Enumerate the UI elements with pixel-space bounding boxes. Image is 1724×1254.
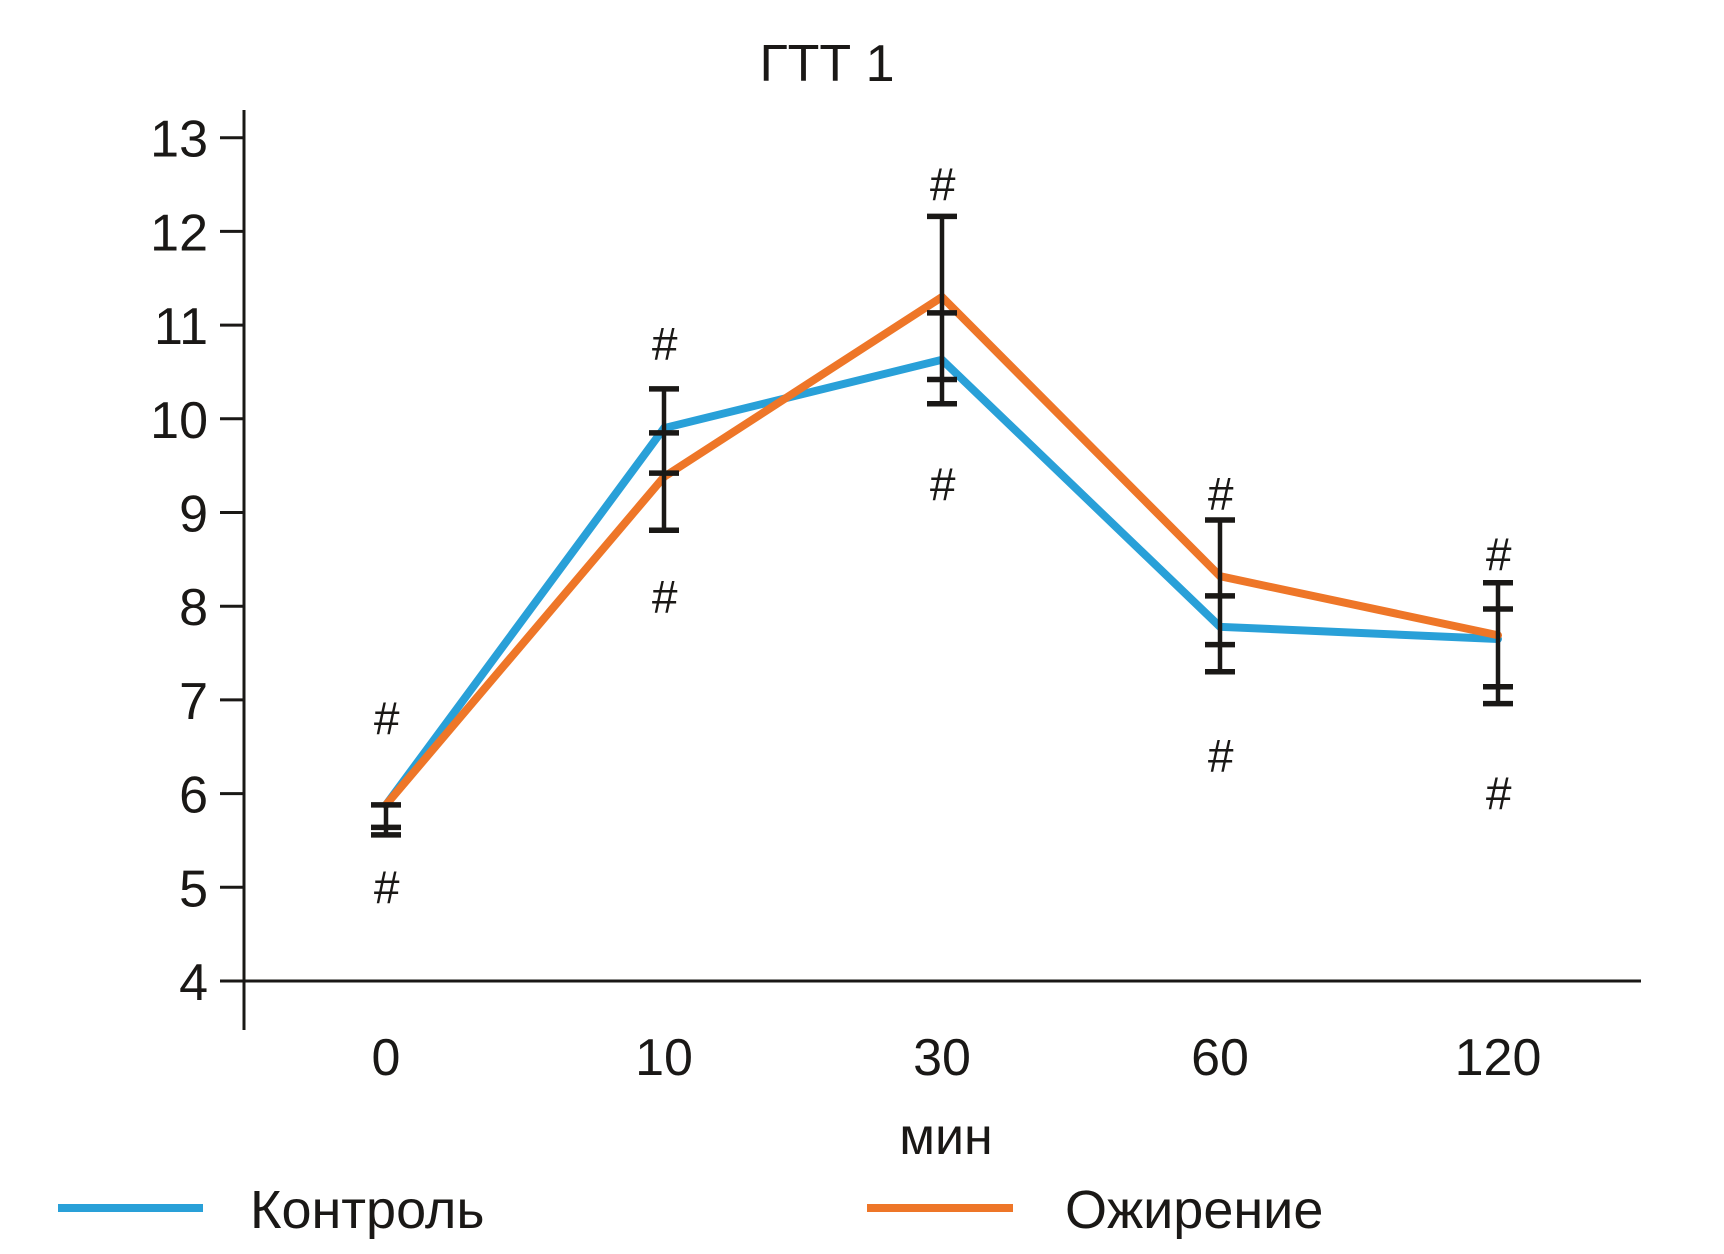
significance-marker: #	[1485, 529, 1512, 581]
y-tick-label: 6	[179, 767, 208, 825]
significance-marker: #	[1207, 730, 1234, 782]
legend-label-control: Контроль	[250, 1180, 485, 1240]
y-tick-label: 10	[150, 392, 208, 450]
significance-marker: #	[651, 318, 678, 370]
y-tick-label: 11	[154, 298, 208, 356]
error-bar-10	[649, 386, 679, 534]
y-ticks: 4 5 6 7 8 9 10 11 12 13	[150, 111, 244, 1012]
legend-label-obesity: Ожирение	[1065, 1180, 1323, 1240]
significance-markers: # # # # # # # # # #	[373, 159, 1512, 914]
significance-marker: #	[1207, 468, 1234, 520]
chart-title: ГТТ 1	[759, 35, 894, 93]
legend: Контроль Ожирение	[58, 1180, 1323, 1240]
x-axis-label: мин	[899, 1108, 993, 1166]
series-line-control	[382, 355, 1502, 809]
error-bars	[371, 213, 1513, 838]
y-tick-label: 5	[179, 860, 208, 918]
error-bar-0	[371, 802, 401, 838]
significance-marker: #	[1485, 768, 1512, 820]
y-tick-label: 7	[179, 673, 208, 731]
significance-marker: #	[929, 159, 956, 211]
y-tick-label: 12	[150, 204, 208, 262]
significance-marker: #	[373, 693, 400, 745]
x-ticks: 0 10 30 60 120	[372, 1029, 1542, 1087]
y-tick-label: 4	[179, 954, 208, 1012]
x-tick-label: 30	[913, 1029, 971, 1087]
x-tick-label: 60	[1191, 1029, 1249, 1087]
y-tick-label: 13	[150, 111, 208, 169]
error-bar-30	[927, 213, 957, 407]
x-tick-label: 10	[635, 1029, 693, 1087]
legend-item-control: Контроль	[58, 1180, 485, 1240]
x-tick-label: 0	[372, 1029, 401, 1087]
legend-item-obesity: Ожирение	[867, 1180, 1323, 1240]
y-tick-label: 8	[179, 579, 208, 637]
error-bar-120	[1483, 580, 1513, 707]
axes	[242, 110, 1641, 1030]
error-bar-60	[1205, 517, 1235, 675]
x-tick-label: 120	[1455, 1029, 1542, 1087]
significance-marker: #	[651, 571, 678, 623]
y-tick-label: 9	[179, 486, 208, 544]
significance-marker: #	[929, 458, 956, 510]
significance-marker: #	[373, 861, 400, 913]
